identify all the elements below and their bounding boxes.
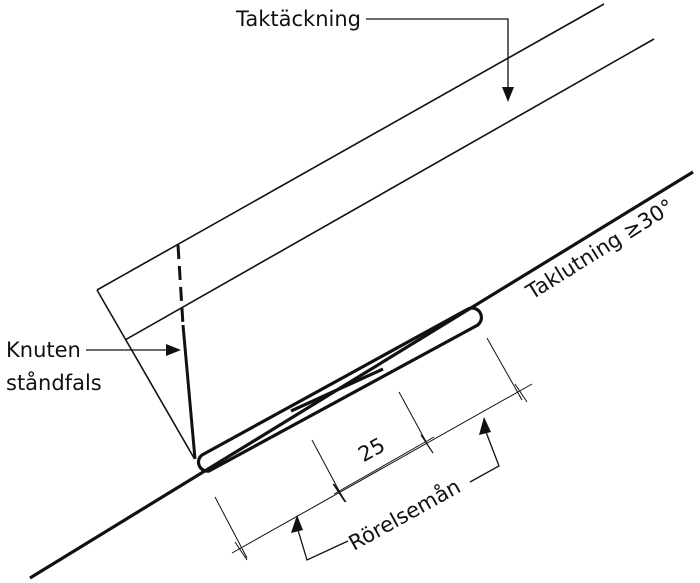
movement-leader-right xyxy=(469,431,500,483)
movement-arrow-right xyxy=(479,417,491,435)
seam-arrow xyxy=(166,344,181,356)
movement-label: Rörelsemån xyxy=(344,473,465,555)
roof-covering-leader xyxy=(366,18,509,88)
roof-slope-label: Taklutning ≥30° xyxy=(521,194,678,304)
dim-25-line xyxy=(333,436,435,495)
dim-25-ext-right xyxy=(398,391,431,450)
movement-leader-left xyxy=(297,529,349,561)
roof-deck-line xyxy=(29,170,694,580)
standing-seam-dashed xyxy=(176,244,185,326)
dim-25-ext-left xyxy=(311,439,345,501)
sheet-lower-edge xyxy=(124,38,655,341)
roof-covering-arrow xyxy=(502,87,514,102)
dimension-label: 25 xyxy=(354,433,389,467)
dim-move-ext-left xyxy=(214,496,248,559)
dim-move-ext-right xyxy=(486,337,523,401)
sheet-end-edge xyxy=(96,289,195,459)
dim-move-tick-inner-right xyxy=(420,434,434,454)
seam-label-line2: ståndfals xyxy=(6,370,102,395)
standing-seam-solid xyxy=(181,324,197,460)
dim-move-line xyxy=(231,383,533,554)
dim-move-tick-left xyxy=(234,541,248,561)
movement-arrow-left xyxy=(291,515,303,533)
roof-covering-label: Taktäckning xyxy=(235,7,361,31)
seam-label-line1: Knuten xyxy=(6,338,81,362)
dim-move-tick-right xyxy=(514,383,528,403)
inner-fold-line xyxy=(290,367,384,413)
seam-fold-loop xyxy=(196,306,483,473)
dim-move-tick-inner-left xyxy=(333,483,347,503)
sheet-top-edge xyxy=(96,3,605,291)
